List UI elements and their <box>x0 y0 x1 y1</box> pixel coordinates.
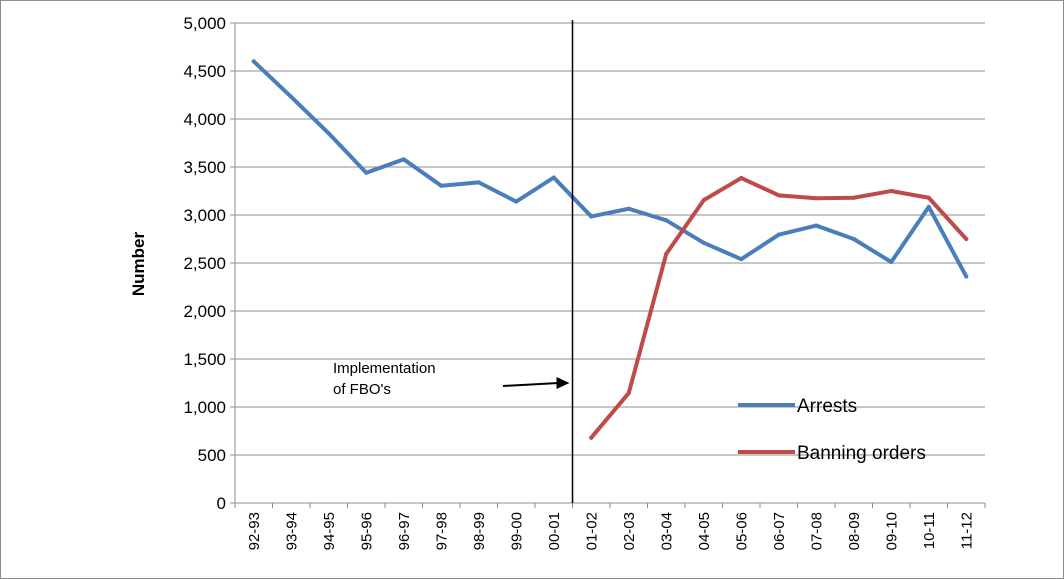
x-tick-label: 93-94 <box>283 512 300 550</box>
legend-label: Arrests <box>797 396 857 417</box>
data-point <box>289 94 294 99</box>
data-point <box>701 198 706 203</box>
annotation-line-1: Implementation <box>333 360 436 377</box>
data-point <box>364 170 369 175</box>
data-point <box>551 175 556 180</box>
y-tick-label: 0 <box>217 494 226 513</box>
data-point <box>514 199 519 204</box>
y-tick-label: 500 <box>198 446 226 465</box>
x-tick-label: 95-96 <box>358 512 375 550</box>
x-tick-label: 01-02 <box>583 512 600 550</box>
x-tick-label: 08-09 <box>846 512 863 550</box>
data-point <box>926 204 931 209</box>
data-point <box>401 157 406 162</box>
data-point <box>476 180 481 185</box>
x-tick-label: 97-98 <box>433 512 450 550</box>
y-tick-label: 1,000 <box>183 398 226 417</box>
data-point <box>851 237 856 241</box>
data-point <box>326 131 331 136</box>
y-axis-title: Number <box>129 232 148 297</box>
data-point <box>589 214 594 219</box>
data-point <box>776 193 781 198</box>
y-tick-label: 2,000 <box>183 302 226 321</box>
data-point <box>626 206 631 211</box>
x-tick-label: 03-04 <box>658 512 675 550</box>
y-tick-label: 3,500 <box>183 158 226 177</box>
annotation: Implementation of FBO's <box>333 20 574 503</box>
y-tick-labels: 0 500 1,000 1,500 2,000 2,500 3,000 3,500 4,000 4… <box>183 14 226 513</box>
data-point <box>664 218 669 223</box>
data-point <box>776 232 781 237</box>
x-tick-label: 98-99 <box>471 512 488 550</box>
y-tick-label: 3,000 <box>183 206 226 225</box>
x-tick-label: 04-05 <box>696 512 713 550</box>
data-point <box>626 391 631 396</box>
y-tick-label: 4,500 <box>183 62 226 81</box>
y-tick-label: 4,000 <box>183 110 226 129</box>
data-point <box>964 274 969 279</box>
y-tick-label: 2,500 <box>183 254 226 273</box>
series-line-arrests <box>251 59 969 279</box>
data-point <box>889 189 894 193</box>
x-tick-label: 09-10 <box>883 512 900 550</box>
axes <box>234 23 986 508</box>
data-point <box>851 195 856 200</box>
data-point <box>964 237 969 241</box>
x-tick-label: 10-11 <box>921 512 938 549</box>
x-tick-label: 07-08 <box>808 512 825 550</box>
x-tick-label: 99-00 <box>508 512 525 550</box>
x-tick-label: 94-95 <box>321 512 338 550</box>
x-tick-label: 96-97 <box>396 512 413 550</box>
annotation-arrow-shaft <box>502 382 559 387</box>
data-point <box>889 260 894 265</box>
x-tick-label: 92-93 <box>246 512 263 550</box>
x-tick-label: 11-12 <box>958 512 975 549</box>
data-point <box>701 240 706 245</box>
series-lines <box>251 59 969 440</box>
data-point <box>814 223 819 228</box>
data-point <box>251 59 256 64</box>
y-tick-label: 1,500 <box>183 350 226 369</box>
data-point <box>439 183 444 188</box>
legend-label: Banning orders <box>797 443 926 464</box>
data-point <box>739 257 744 262</box>
x-tick-label: 06-07 <box>771 512 788 550</box>
x-tick-label: 05-06 <box>733 512 750 550</box>
legend: Arrests Banning orders <box>738 396 926 464</box>
data-point <box>926 195 931 200</box>
data-point <box>739 176 744 181</box>
x-tick-label: 00-01 <box>546 512 563 550</box>
annotation-arrow-head-icon <box>556 377 570 389</box>
data-point <box>664 251 669 256</box>
data-point <box>589 435 594 440</box>
x-tick-label: 02-03 <box>621 512 638 550</box>
y-tick-label: 5,000 <box>183 14 226 33</box>
annotation-line-2: of FBO's <box>333 381 391 398</box>
data-point <box>814 196 819 201</box>
x-tick-labels: 92-93 93-94 94-95 95-96 96-97 97-98 98-99 99-00… <box>246 512 976 550</box>
